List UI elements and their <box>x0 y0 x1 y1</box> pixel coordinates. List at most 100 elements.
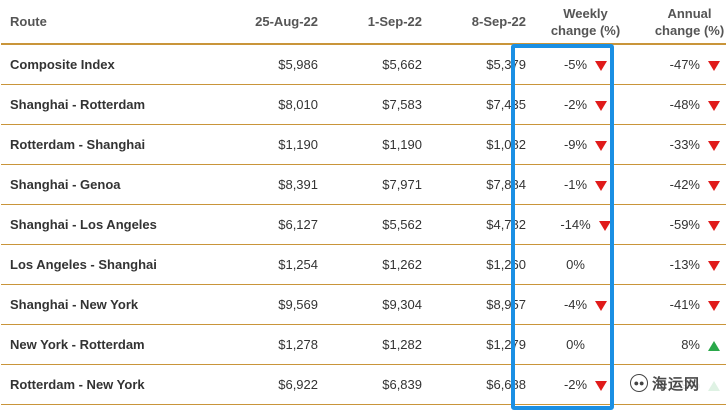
annual-change-cell: -48% <box>637 84 726 125</box>
down-arrow-icon <box>708 260 720 271</box>
watermark-text: 海运网 <box>652 375 701 393</box>
annual-change-value: -47% <box>669 57 700 72</box>
weekly-change-highlight-box <box>511 44 614 410</box>
header-annual-line1: Annual <box>667 5 712 21</box>
table-row: New York - Rotterdam $1,278 $1,282 $1,279 0%… <box>1 324 726 365</box>
weekly-change-cell: -9% <box>534 124 637 165</box>
rate-cell-date-2: $7,583 <box>326 84 430 125</box>
header-weekly-line1: Weekly <box>563 5 608 21</box>
rate-cell-date-2: $6,839 <box>326 364 430 405</box>
rate-cell-date-2: $5,662 <box>326 44 430 85</box>
down-arrow-icon <box>708 220 720 231</box>
table-row: Shanghai - Genoa $8,391 $7,971 $7,884 -1% -42… <box>1 164 726 205</box>
annual-change-cell: -13% <box>637 244 726 285</box>
rate-cell-date-1: $8,010 <box>222 84 326 125</box>
route-cell: Composite Index <box>1 44 222 85</box>
weekly-change-cell: 0% <box>534 324 637 365</box>
weekly-change-value: -1% <box>563 177 588 192</box>
down-arrow-icon <box>708 300 720 311</box>
table-row: Composite Index $5,986 $5,662 $5,379 -5% -47% <box>1 44 726 85</box>
rate-cell-date-2: $7,971 <box>326 164 430 205</box>
rate-cell-date-3: $7,884 <box>430 164 534 205</box>
rate-cell-date-3: $6,688 <box>430 364 534 405</box>
rate-cell-date-1: $6,127 <box>222 204 326 245</box>
rate-cell-date-1: $9,569 <box>222 284 326 325</box>
route-cell: New York - Rotterdam <box>1 324 222 365</box>
down-arrow-icon <box>595 380 608 391</box>
weekly-change-cell: -5% <box>534 44 637 85</box>
annual-change-cell: -33% <box>637 124 726 165</box>
table-body: Composite Index $5,986 $5,662 $5,379 -5% -47%… <box>1 44 726 405</box>
header-route: Route <box>1 0 222 45</box>
rate-cell-date-3: $4,782 <box>430 204 534 245</box>
weekly-change-cell: -2% <box>534 84 637 125</box>
header-weekly-change: Weekly change (%) <box>534 0 637 45</box>
rate-cell-date-1: $8,391 <box>222 164 326 205</box>
annual-change-cell: 8% <box>637 324 726 365</box>
weekly-change-value: 0% <box>566 337 585 352</box>
table-row: Shanghai - New York $9,569 $9,304 $8,957 -4%… <box>1 284 726 325</box>
route-cell: Los Angeles - Shanghai <box>1 244 222 285</box>
down-arrow-icon <box>595 300 608 311</box>
weekly-change-value: 0% <box>566 257 585 272</box>
annual-change-value: -41% <box>669 297 700 312</box>
rate-cell-date-2: $1,190 <box>326 124 430 165</box>
rate-cell-date-1: $1,278 <box>222 324 326 365</box>
route-cell: Shanghai - Los Angeles <box>1 204 222 245</box>
route-cell: Rotterdam - New York <box>1 364 222 405</box>
table-row: Rotterdam - New York $6,922 $6,839 $6,688 -2… <box>1 364 726 405</box>
annual-change-cell: -41% <box>637 284 726 325</box>
rate-cell-date-3: $7,435 <box>430 84 534 125</box>
header-date-2: 1-Sep-22 <box>326 0 430 45</box>
weekly-change-cell: -2% <box>534 364 637 405</box>
rate-cell-date-1: $1,254 <box>222 244 326 285</box>
weekly-change-value: -2% <box>563 97 588 112</box>
down-arrow-icon <box>595 100 608 111</box>
annual-change-value: -13% <box>669 257 700 272</box>
annual-change-value: -59% <box>669 217 700 232</box>
rate-cell-date-2: $1,282 <box>326 324 430 365</box>
annual-change-value: -48% <box>669 97 700 112</box>
rate-cell-date-2: $5,562 <box>326 204 430 245</box>
rate-cell-date-1: $6,922 <box>222 364 326 405</box>
rate-cell-date-3: $1,279 <box>430 324 534 365</box>
weekly-change-value: -14% <box>560 217 591 232</box>
header-row: Route 25-Aug-22 1-Sep-22 8-Sep-22 Weekly… <box>1 0 726 45</box>
header-annual-line2: change (%) <box>654 22 725 38</box>
down-arrow-icon <box>708 100 720 111</box>
header-date-3: 8-Sep-22 <box>430 0 534 45</box>
annual-change-value: -42% <box>669 177 700 192</box>
weekly-change-cell: -14% <box>534 204 637 245</box>
up-arrow-icon <box>708 340 720 351</box>
down-arrow-icon <box>708 140 720 151</box>
down-arrow-icon <box>595 60 608 71</box>
weekly-change-value: -9% <box>563 137 588 152</box>
rate-cell-date-3: $8,957 <box>430 284 534 325</box>
route-cell: Shanghai - Rotterdam <box>1 84 222 125</box>
annual-change-value: -33% <box>669 137 700 152</box>
rate-cell-date-1: $5,986 <box>222 44 326 85</box>
weekly-change-cell: 0% <box>534 244 637 285</box>
header-annual-change: Annual change (%) <box>637 0 726 45</box>
weekly-change-value: -2% <box>563 377 588 392</box>
annual-change-cell: -59% <box>637 204 726 245</box>
table-row: Shanghai - Rotterdam $8,010 $7,583 $7,435 -2… <box>1 84 726 125</box>
rate-cell-date-3: $1,260 <box>430 244 534 285</box>
rate-cell-date-3: $1,082 <box>430 124 534 165</box>
weekly-change-value: -4% <box>563 297 588 312</box>
table-row: Los Angeles - Shanghai $1,254 $1,262 $1,260… <box>1 244 726 285</box>
weekly-change-cell: -4% <box>534 284 637 325</box>
rate-cell-date-2: $9,304 <box>326 284 430 325</box>
down-arrow-icon <box>708 180 720 191</box>
header-date-1: 25-Aug-22 <box>222 0 326 45</box>
wechat-logo-icon: ●● <box>630 374 648 392</box>
annual-change-cell: -47% <box>637 44 726 85</box>
down-arrow-icon <box>708 60 720 71</box>
rate-cell-date-1: $1,190 <box>222 124 326 165</box>
route-cell: Shanghai - Genoa <box>1 164 222 205</box>
annual-change-cell: -42% <box>637 164 726 205</box>
header-weekly-line2: change (%) <box>550 22 621 38</box>
down-arrow-icon <box>595 140 608 151</box>
weekly-change-value: -5% <box>563 57 588 72</box>
freight-rate-table: Route 25-Aug-22 1-Sep-22 8-Sep-22 Weekly… <box>1 0 726 405</box>
